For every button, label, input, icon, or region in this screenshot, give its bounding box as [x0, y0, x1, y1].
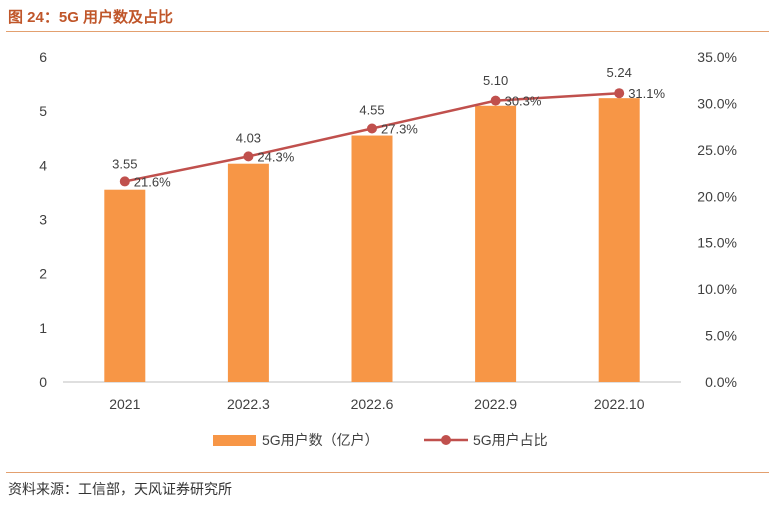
legend-bar-label: 5G用户数（亿户）	[262, 432, 379, 448]
bar	[598, 98, 640, 383]
left-axis-tick-label: 4	[39, 157, 47, 173]
title-divider	[6, 31, 769, 32]
bar	[227, 163, 269, 382]
right-axis-tick-label: 30.0%	[697, 95, 737, 111]
category-label: 2021	[109, 396, 140, 412]
legend-line-marker	[441, 435, 451, 445]
left-axis-tick-label: 2	[39, 266, 47, 282]
left-axis-tick-label: 3	[39, 212, 47, 228]
left-axis-tick-label: 5	[39, 103, 47, 119]
bar	[351, 135, 393, 382]
left-axis-ticks: 0 1 2 3 4 5 6	[39, 49, 47, 390]
bar	[475, 105, 517, 382]
right-axis-tick-label: 10.0%	[697, 281, 737, 297]
bar-value-label: 5.10	[483, 73, 508, 88]
right-axis-ticks: 0.0% 5.0% 10.0% 15.0% 20.0% 25.0% 30.0% 35.0%	[697, 49, 737, 390]
category-label: 2022.9	[474, 396, 517, 412]
category-label: 2022.10	[594, 396, 645, 412]
percentage-marker	[243, 151, 254, 162]
percentage-marker	[367, 123, 377, 134]
percentage-marker	[490, 95, 501, 106]
right-axis-tick-label: 0.0%	[705, 374, 737, 390]
bar-value-label: 4.03	[236, 131, 261, 146]
bar-value-label: 5.24	[607, 65, 632, 80]
category-labels: 2021 2022.3 2022.6 2022.9 2022.10	[109, 396, 644, 412]
percentage-value-label: 21.6%	[134, 174, 171, 189]
source-divider	[6, 472, 769, 473]
left-axis-tick-label: 6	[39, 49, 47, 65]
category-label: 2022.3	[227, 396, 270, 412]
percentage-value-label: 24.3%	[257, 149, 294, 164]
category-label: 2022.6	[351, 396, 394, 412]
left-axis-tick-label: 0	[39, 374, 47, 390]
legend-bar-swatch	[213, 435, 256, 446]
bar-series: 3.55 4.03 4.55 5.10 5.24	[104, 65, 640, 383]
line-series: 21.6% 24.3% 27.3% 30.3% 31.1%	[119, 86, 666, 189]
legend: 5G用户数（亿户） 5G用户占比	[213, 432, 548, 448]
right-axis-tick-label: 20.0%	[697, 188, 737, 204]
right-axis-tick-label: 5.0%	[705, 328, 737, 344]
right-axis-tick-label: 25.0%	[697, 142, 737, 158]
legend-line-label: 5G用户占比	[473, 432, 548, 448]
left-axis-tick-label: 1	[39, 320, 47, 336]
bar	[104, 189, 146, 382]
percentage-marker	[119, 176, 130, 187]
bar-value-label: 4.55	[359, 103, 384, 118]
source-note: 资料来源：工信部，天风证券研究所	[8, 481, 232, 497]
percentage-marker	[614, 88, 625, 99]
right-axis-tick-label: 35.0%	[697, 49, 737, 65]
right-axis-tick-label: 15.0%	[697, 235, 737, 251]
percentage-value-label: 27.3%	[381, 122, 418, 137]
percentage-value-label: 31.1%	[628, 86, 665, 101]
bar-value-label: 3.55	[112, 157, 137, 172]
percentage-value-label: 30.3%	[505, 94, 542, 109]
figure-title: 图 24：5G 用户数及占比	[8, 9, 174, 26]
